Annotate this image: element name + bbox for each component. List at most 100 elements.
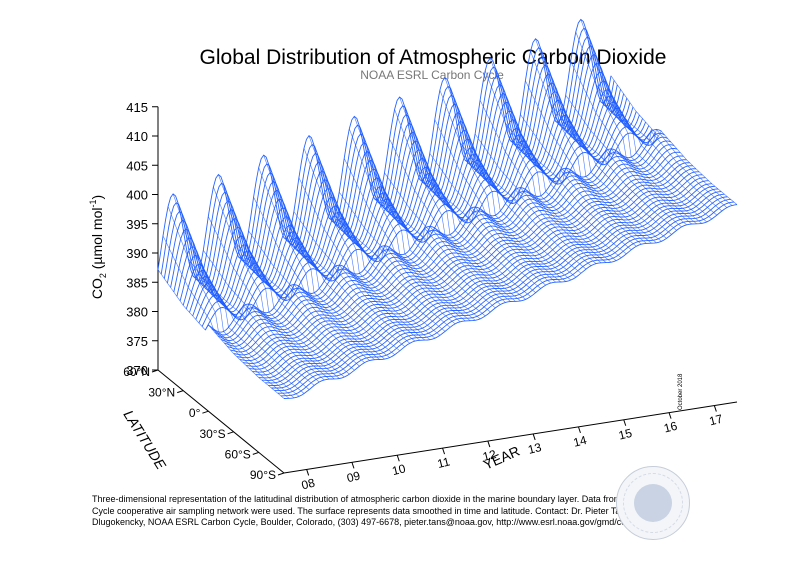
surface-time-line bbox=[253, 196, 380, 360]
surface-time-line bbox=[343, 158, 471, 321]
surface-time-line bbox=[328, 217, 456, 325]
surface-latitude-line bbox=[220, 144, 675, 344]
surface-time-line bbox=[459, 142, 587, 270]
surface-time-line bbox=[288, 234, 416, 342]
noaa-logo bbox=[616, 466, 690, 540]
surface-time-line bbox=[338, 192, 466, 322]
surface-time-line bbox=[535, 38, 662, 242]
surface-time-line bbox=[434, 119, 561, 283]
surface-time-line bbox=[187, 258, 315, 386]
surface-time-line bbox=[233, 238, 360, 367]
surface-time-line bbox=[474, 133, 602, 264]
surface-time-line bbox=[213, 186, 340, 379]
surface-time-line bbox=[182, 229, 310, 390]
surface-time-line bbox=[389, 138, 516, 302]
surface-time-line bbox=[595, 83, 723, 212]
y-tick-label: 380 bbox=[126, 305, 148, 320]
y-tick-label: 370 bbox=[126, 363, 148, 378]
surface-time-line bbox=[238, 256, 365, 363]
surface-time-line bbox=[359, 125, 486, 317]
y-tick-label: 395 bbox=[126, 217, 148, 232]
surface-time-line bbox=[580, 19, 707, 223]
surface-time-line bbox=[419, 179, 546, 286]
y-tick-label: 415 bbox=[126, 100, 148, 115]
latitude-tick-label: 60°N bbox=[123, 365, 150, 379]
surface-time-line bbox=[404, 106, 531, 297]
latitude-tick-label: 0° bbox=[189, 406, 201, 420]
surface-time-line bbox=[585, 28, 712, 220]
figure-caption: Three-dimensional representation of the … bbox=[92, 494, 675, 527]
surface-time-line bbox=[479, 100, 607, 263]
surface-time-line bbox=[263, 155, 390, 358]
y-tick-label: 410 bbox=[126, 129, 148, 144]
surface-time-line bbox=[379, 195, 506, 303]
surface-time-line bbox=[313, 145, 441, 336]
y-tick-label: 375 bbox=[126, 334, 148, 349]
surface-time-line bbox=[298, 177, 426, 341]
surface-time-line bbox=[565, 95, 692, 225]
side-date: October 2018 bbox=[678, 373, 684, 410]
surface-time-line bbox=[489, 58, 617, 261]
surface-time-line bbox=[208, 216, 335, 380]
surface-time-line bbox=[167, 206, 295, 399]
surface-time-line bbox=[203, 250, 330, 380]
year-tick-label: 08 bbox=[300, 475, 317, 492]
surface-time-line bbox=[449, 86, 577, 278]
surface-time-line bbox=[223, 183, 350, 375]
latitude-tick-label: 60°S bbox=[225, 447, 251, 461]
year-tick-label: 17 bbox=[708, 412, 725, 429]
surface-time-line bbox=[303, 148, 431, 340]
surface-time-line bbox=[444, 77, 572, 281]
surface-time-line bbox=[399, 96, 526, 300]
surface-time-line bbox=[500, 93, 627, 255]
surface-time-line bbox=[308, 135, 436, 339]
year-tick-label: 14 bbox=[572, 433, 589, 450]
y-tick-label: 405 bbox=[126, 158, 148, 173]
surface-time-line bbox=[248, 230, 375, 360]
y-tick-label: 385 bbox=[126, 275, 148, 290]
surface-time-line bbox=[414, 161, 541, 289]
surface-time-line bbox=[162, 235, 290, 399]
surface-time-line bbox=[283, 237, 410, 344]
surface-time-line bbox=[600, 101, 728, 208]
surface-time-line bbox=[273, 190, 400, 352]
surface-time-line bbox=[575, 31, 702, 224]
surface-time-line bbox=[484, 70, 612, 263]
year-tick-label: 09 bbox=[345, 468, 362, 485]
surface-time-line bbox=[318, 170, 446, 332]
surface-time-line bbox=[454, 112, 582, 274]
axes-frame bbox=[151, 106, 738, 476]
surface-time-line bbox=[409, 132, 536, 293]
surface-time-line bbox=[550, 103, 677, 231]
co2-surface bbox=[157, 18, 738, 399]
year-tick-label: 13 bbox=[526, 440, 543, 457]
surface-time-line bbox=[515, 137, 642, 245]
svg-text:CO2 (µmol mol-1): CO2 (µmol mol-1) bbox=[88, 195, 108, 299]
surface-time-line bbox=[510, 140, 637, 247]
surface-time-line bbox=[530, 51, 657, 244]
surface-time-line bbox=[354, 116, 481, 320]
surface-time-line bbox=[610, 75, 738, 205]
surface-time-line bbox=[520, 114, 647, 244]
surface-time-line bbox=[157, 269, 285, 399]
surface-time-line bbox=[333, 215, 461, 323]
noaa-logo-ring bbox=[623, 473, 683, 533]
surface-time-line bbox=[394, 109, 521, 302]
surface-time-line bbox=[243, 253, 370, 361]
surface-time-line bbox=[198, 273, 325, 381]
surface-time-line bbox=[369, 180, 496, 309]
surface-time-line bbox=[364, 151, 491, 313]
surface-time-line bbox=[228, 209, 355, 371]
latitude-axis-label: LATITUDE bbox=[120, 407, 169, 473]
surface-time-line bbox=[555, 121, 682, 228]
year-tick-label: 16 bbox=[662, 419, 679, 436]
surface-time-line bbox=[323, 200, 451, 328]
surface-time-line bbox=[192, 276, 320, 383]
surface-time-line bbox=[293, 211, 421, 341]
surface-time-line bbox=[172, 193, 300, 397]
surface-time-line bbox=[258, 167, 385, 360]
surface-time-line bbox=[374, 198, 501, 305]
latitude-tick-label: 30°N bbox=[148, 386, 175, 400]
year-tick-label: 11 bbox=[436, 454, 452, 471]
